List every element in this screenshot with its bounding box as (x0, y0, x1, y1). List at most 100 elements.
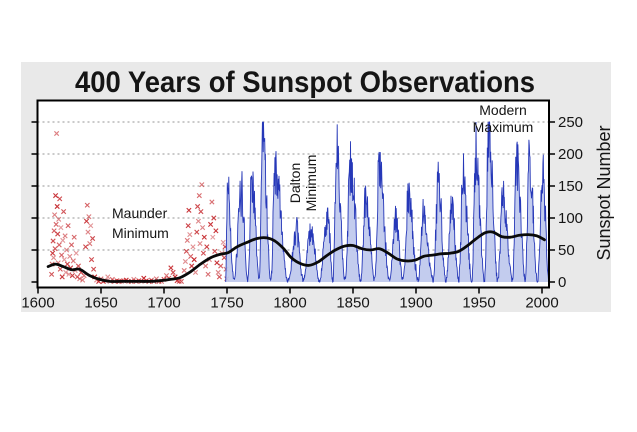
y-tick-label-250: 250 (558, 114, 583, 131)
red-x-marker (195, 218, 201, 224)
red-x-marker (195, 203, 201, 210)
chart-title: 400 Years of Sunspot Observations (75, 66, 535, 99)
red-x-marker (91, 266, 97, 272)
annotation-maunder-minimum: Maunder Minimum (112, 205, 169, 241)
red-x-marker (212, 248, 218, 254)
red-x-marker (50, 238, 56, 244)
red-x-marker (66, 271, 72, 277)
modern-line1: Modern (479, 102, 526, 118)
red-x-marker (59, 252, 65, 258)
x-axis-labels-layer: 1600 1650 1700 1750 1800 1850 1900 1950 2000 (21, 295, 558, 312)
red-x-marker (201, 234, 207, 240)
red-x-marker (49, 271, 55, 277)
red-x-marker (67, 253, 73, 259)
red-x-marker (73, 250, 79, 256)
red-x-marker (71, 234, 77, 240)
red-x-marker (57, 196, 63, 202)
red-x-marker (187, 232, 193, 238)
red-x-marker (190, 244, 196, 250)
blue-monthly-line (225, 120, 550, 283)
red-x-marker (194, 229, 200, 235)
red-x-marker (70, 258, 76, 264)
maunder-line2: Minimum (112, 225, 169, 241)
red-x-marker (192, 269, 199, 275)
red-x-marker (50, 250, 56, 256)
red-x-marker (87, 241, 93, 247)
red-x-marker (58, 225, 64, 231)
x-tick-label-1850: 1850 (336, 295, 369, 312)
blue-series-layer (225, 120, 550, 283)
y-axis-labels-layer: 0 50 100 150 200 250 (558, 114, 583, 291)
x-tick-label-1650: 1650 (84, 295, 117, 312)
red-x-marker (84, 202, 90, 208)
red-x-marker (208, 221, 214, 227)
red-x-marker (61, 257, 67, 263)
red-x-marker (88, 223, 94, 229)
red-x-marker (189, 263, 195, 269)
y-tick-label-0: 0 (558, 274, 566, 291)
red-x-marker (53, 221, 59, 227)
modern-line2: Maximum (473, 119, 534, 135)
red-x-marker (105, 274, 111, 280)
plot-frame (36, 99, 550, 289)
red-x-marker (55, 231, 61, 237)
red-x-marker (200, 225, 206, 231)
red-x-marker (83, 244, 89, 250)
red-x-marker (64, 247, 70, 253)
x-tick-label-1600: 1600 (21, 295, 54, 312)
red-x-marker (170, 269, 176, 275)
red-x-marker (85, 229, 91, 235)
red-x-marker (57, 266, 63, 272)
red-x-marker (69, 273, 75, 279)
red-x-marker (191, 257, 197, 263)
red-x-marker (60, 237, 66, 243)
red-x-marker (213, 228, 219, 234)
red-x-marker (183, 248, 189, 254)
red-x-marker (54, 203, 60, 210)
red-x-marker (200, 250, 206, 256)
maunder-line1: Maunder (112, 205, 168, 221)
y-tick-label-150: 150 (558, 178, 583, 195)
red-x-marker (196, 193, 202, 199)
red-x-marker (215, 269, 221, 275)
smoothed-curve-layer (46, 230, 546, 283)
red-x-marker (184, 237, 190, 243)
red-x-marker (221, 255, 227, 261)
red-x-marker (182, 258, 188, 265)
x-tick-label-1700: 1700 (147, 295, 180, 312)
red-x-marker (220, 239, 226, 245)
red-x-marker (216, 274, 222, 280)
red-x-marker (168, 265, 174, 271)
red-x-marker (218, 263, 224, 269)
red-x-marker (199, 182, 205, 188)
y-axis-title: Sunspot Number (594, 125, 614, 260)
red-x-marker (52, 212, 58, 218)
red-x-marker (198, 209, 204, 215)
red-x-marker (186, 207, 192, 213)
red-x-marker (185, 223, 191, 229)
red-x-marker (197, 241, 203, 247)
red-x-marker (203, 263, 209, 269)
x-tick-label-1950: 1950 (462, 295, 495, 312)
red-x-marker (80, 277, 86, 283)
y-tick-label-100: 100 (558, 210, 583, 227)
red-x-marker (68, 242, 75, 248)
annotation-dalton-minimum: Dalton Minimum (287, 155, 319, 212)
red-x-marker (75, 263, 81, 269)
red-x-marker (56, 242, 62, 248)
red-x-marker (61, 209, 67, 215)
axis-ticks-layer (31, 121, 555, 294)
red-x-marker (56, 216, 62, 222)
red-x-marker (178, 278, 184, 284)
red-x-marker (51, 255, 57, 261)
red-x-marker (209, 199, 215, 205)
red-x-marker (65, 223, 71, 229)
y-axis-title-text: Sunspot Number (594, 125, 614, 260)
red-x-marker (52, 246, 58, 252)
smoothed-sunspot-curve (46, 230, 546, 283)
red-x-marker (77, 276, 83, 282)
red-x-marker (62, 233, 68, 239)
x-tick-label-1800: 1800 (273, 295, 306, 312)
red-x-marker (83, 218, 90, 224)
